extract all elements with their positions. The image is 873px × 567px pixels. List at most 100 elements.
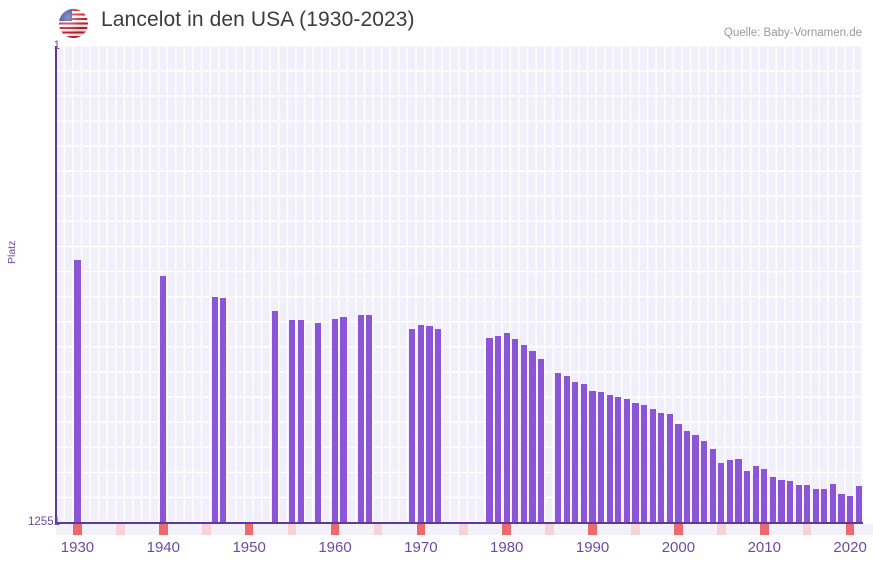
bar[interactable] — [160, 276, 167, 523]
x-axis-tick — [493, 524, 503, 535]
bar[interactable] — [426, 326, 433, 523]
bar[interactable] — [606, 395, 613, 523]
x-axis-tick — [159, 524, 168, 535]
x-axis-tick — [468, 524, 477, 535]
bar[interactable] — [434, 329, 442, 523]
grid-lines — [56, 46, 863, 523]
bar[interactable] — [632, 403, 639, 523]
x-axis-tick — [90, 524, 99, 535]
bar[interactable] — [838, 494, 845, 523]
bar[interactable] — [743, 471, 751, 523]
bar[interactable] — [555, 373, 562, 523]
bar[interactable] — [821, 489, 828, 523]
x-axis-tick — [279, 524, 288, 535]
bar[interactable] — [769, 477, 776, 523]
x-axis-tick — [871, 524, 873, 535]
x-axis-line — [56, 522, 863, 524]
bar[interactable] — [512, 339, 519, 523]
x-axis-tick — [845, 524, 855, 535]
bar[interactable] — [735, 459, 742, 523]
bar[interactable] — [709, 449, 716, 523]
x-axis-tick — [528, 524, 537, 535]
bar[interactable] — [701, 441, 708, 523]
x-axis-ticks — [56, 524, 873, 535]
bar[interactable] — [675, 424, 682, 523]
bar[interactable] — [211, 297, 218, 523]
bar[interactable] — [683, 431, 691, 523]
bar[interactable] — [580, 384, 588, 523]
x-axis-tick — [828, 524, 838, 535]
x-axis-label: 1970 — [404, 539, 438, 556]
bar[interactable] — [572, 382, 579, 523]
x-axis-tick — [536, 524, 546, 535]
bar[interactable] — [314, 323, 321, 523]
x-axis-tick — [691, 524, 700, 535]
x-axis-tick — [407, 524, 417, 535]
bar[interactable] — [271, 311, 278, 523]
x-axis-tick — [210, 524, 220, 535]
x-axis-tick — [742, 524, 752, 535]
bar[interactable] — [503, 333, 510, 523]
bar[interactable] — [495, 336, 502, 523]
x-axis-tick — [416, 524, 426, 535]
bar[interactable] — [786, 481, 794, 523]
x-axis-tick — [150, 524, 159, 535]
bar[interactable] — [761, 469, 768, 523]
bar[interactable] — [357, 315, 364, 523]
plot-area — [56, 46, 863, 523]
bar[interactable] — [718, 463, 725, 523]
x-axis-label: 1930 — [60, 539, 95, 556]
bar[interactable] — [649, 409, 656, 523]
bar[interactable] — [658, 413, 665, 523]
x-axis-tick — [553, 524, 563, 535]
bar[interactable] — [288, 320, 296, 523]
x-axis-label: 1980 — [490, 539, 524, 556]
bar[interactable] — [640, 405, 648, 523]
bar[interactable] — [409, 329, 416, 523]
bar[interactable] — [417, 325, 424, 523]
bar[interactable] — [726, 460, 733, 523]
x-axis-tick — [794, 524, 803, 535]
x-axis-tick — [639, 524, 649, 535]
bar[interactable] — [666, 414, 673, 523]
bar[interactable] — [847, 496, 854, 523]
bar[interactable] — [812, 489, 819, 523]
bar[interactable] — [829, 484, 837, 523]
bar[interactable] — [74, 260, 81, 523]
x-axis-tick — [674, 524, 683, 535]
x-axis-tick — [433, 524, 443, 535]
x-axis-tick — [244, 524, 254, 535]
bar[interactable] — [795, 485, 802, 523]
x-axis-tick — [304, 524, 314, 535]
bar[interactable] — [615, 397, 622, 523]
x-axis-label: 1940 — [146, 539, 180, 556]
bar[interactable] — [855, 486, 862, 523]
x-axis-tick — [562, 524, 572, 535]
chart-credits: Quelle: Baby-Vornamen.de — [723, 27, 862, 39]
bar[interactable] — [563, 376, 570, 523]
bar[interactable] — [486, 338, 493, 523]
bar[interactable] — [340, 317, 347, 523]
x-axis-tick — [176, 524, 185, 535]
bar[interactable] — [537, 359, 545, 523]
bar[interactable] — [220, 298, 227, 523]
bar[interactable] — [520, 345, 527, 523]
x-axis-tick — [648, 524, 657, 535]
bar[interactable] — [692, 435, 699, 523]
bar[interactable] — [589, 391, 596, 523]
bar[interactable] — [598, 392, 605, 523]
bar[interactable] — [366, 315, 373, 523]
bar[interactable] — [331, 319, 339, 523]
bar[interactable] — [804, 485, 811, 523]
x-axis-tick — [854, 524, 863, 535]
bar[interactable] — [778, 480, 785, 523]
bar[interactable] — [623, 399, 630, 523]
x-axis-tick — [73, 524, 82, 535]
x-axis-label: 2000 — [661, 539, 696, 556]
x-axis-tick — [253, 524, 263, 535]
bar[interactable] — [297, 320, 304, 523]
x-axis-tick — [665, 524, 675, 535]
x-axis-tick — [64, 524, 74, 535]
bar[interactable] — [529, 351, 536, 523]
bar[interactable] — [752, 466, 759, 523]
